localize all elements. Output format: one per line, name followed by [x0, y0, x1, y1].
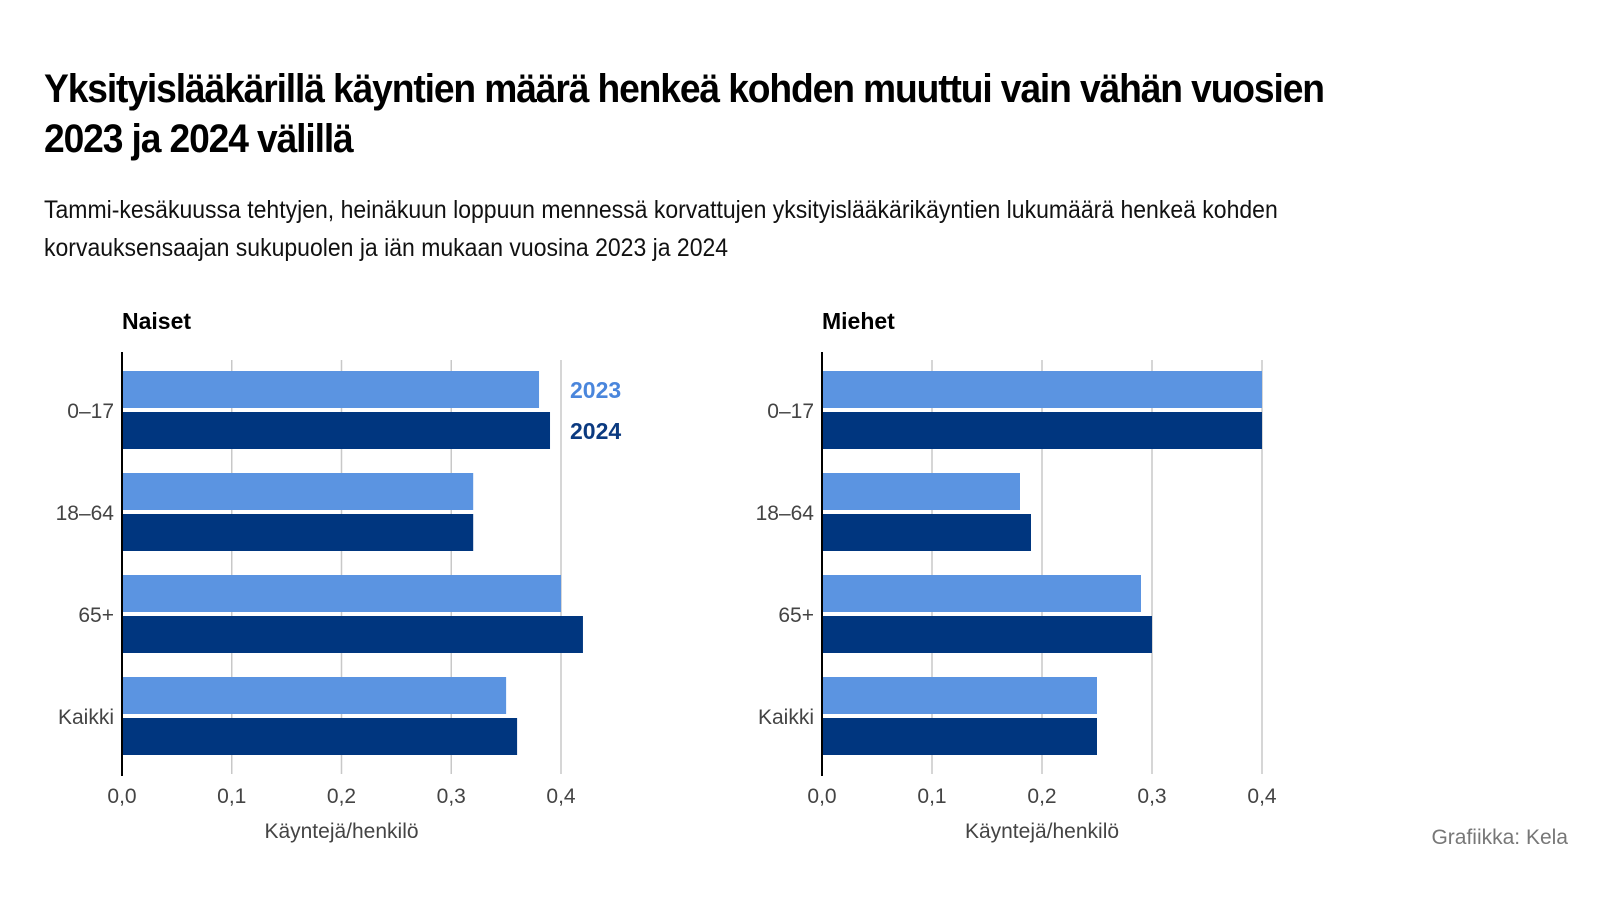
chart-subtitle: Tammi-kesäkuussa tehtyjen, heinäkuun lop…: [44, 196, 1278, 262]
bar-miehet-2023-0: [822, 371, 1262, 408]
x-tick-label-miehet-1: 0,1: [917, 785, 946, 808]
x-axis-title-miehet: Käyntejä/henkilö: [965, 820, 1119, 843]
panel-title-naiset: Naiset: [122, 308, 192, 334]
bar-miehet-2023-3: [822, 677, 1097, 714]
x-tick-label-naiset-3: 0,3: [437, 785, 466, 808]
bar-miehet-2023-2: [822, 575, 1141, 612]
bar-naiset-2023-1: [122, 473, 474, 510]
x-tick-label-miehet-0: 0,0: [807, 785, 836, 808]
bar-miehet-2024-0: [822, 412, 1262, 449]
bar-miehet-2024-3: [822, 718, 1097, 755]
x-axis-title-naiset: Käyntejä/henkilö: [264, 820, 418, 843]
category-label-naiset-3: Kaikki: [58, 706, 114, 729]
bar-naiset-2023-0: [122, 371, 540, 408]
category-label-miehet-2: 65+: [778, 604, 814, 627]
category-label-naiset-2: 65+: [78, 604, 114, 627]
credit-text: Grafiikka: Kela: [1431, 826, 1568, 849]
category-label-naiset-1: 18–64: [56, 502, 115, 525]
x-tick-label-naiset-4: 0,4: [546, 785, 576, 808]
legend-label-2023: 2023: [570, 377, 621, 403]
bar-naiset-2024-0: [122, 412, 551, 449]
bar-miehet-2024-1: [822, 514, 1031, 551]
bar-naiset-2024-3: [122, 718, 518, 755]
category-label-miehet-1: 18–64: [756, 502, 815, 525]
bar-miehet-2023-1: [822, 473, 1020, 510]
bar-naiset-2023-3: [122, 677, 507, 714]
category-label-naiset-0: 0–17: [67, 400, 114, 423]
bar-miehet-2024-2: [822, 616, 1152, 653]
category-label-miehet-3: Kaikki: [758, 706, 814, 729]
category-label-miehet-0: 0–17: [767, 400, 814, 423]
x-tick-label-miehet-2: 0,2: [1027, 785, 1056, 808]
bar-naiset-2023-2: [122, 575, 561, 612]
chart-title: Yksityislääkärillä käyntien määrä henkeä…: [44, 67, 1325, 161]
x-tick-label-miehet-4: 0,4: [1247, 785, 1277, 808]
x-tick-label-naiset-1: 0,1: [217, 785, 246, 808]
x-tick-label-naiset-2: 0,2: [327, 785, 356, 808]
bar-naiset-2024-2: [122, 616, 583, 653]
panel-title-miehet: Miehet: [822, 308, 895, 334]
bar-naiset-2024-1: [122, 514, 474, 551]
x-tick-label-naiset-0: 0,0: [107, 785, 136, 808]
legend-label-2024: 2024: [570, 418, 621, 444]
x-tick-label-miehet-3: 0,3: [1137, 785, 1166, 808]
